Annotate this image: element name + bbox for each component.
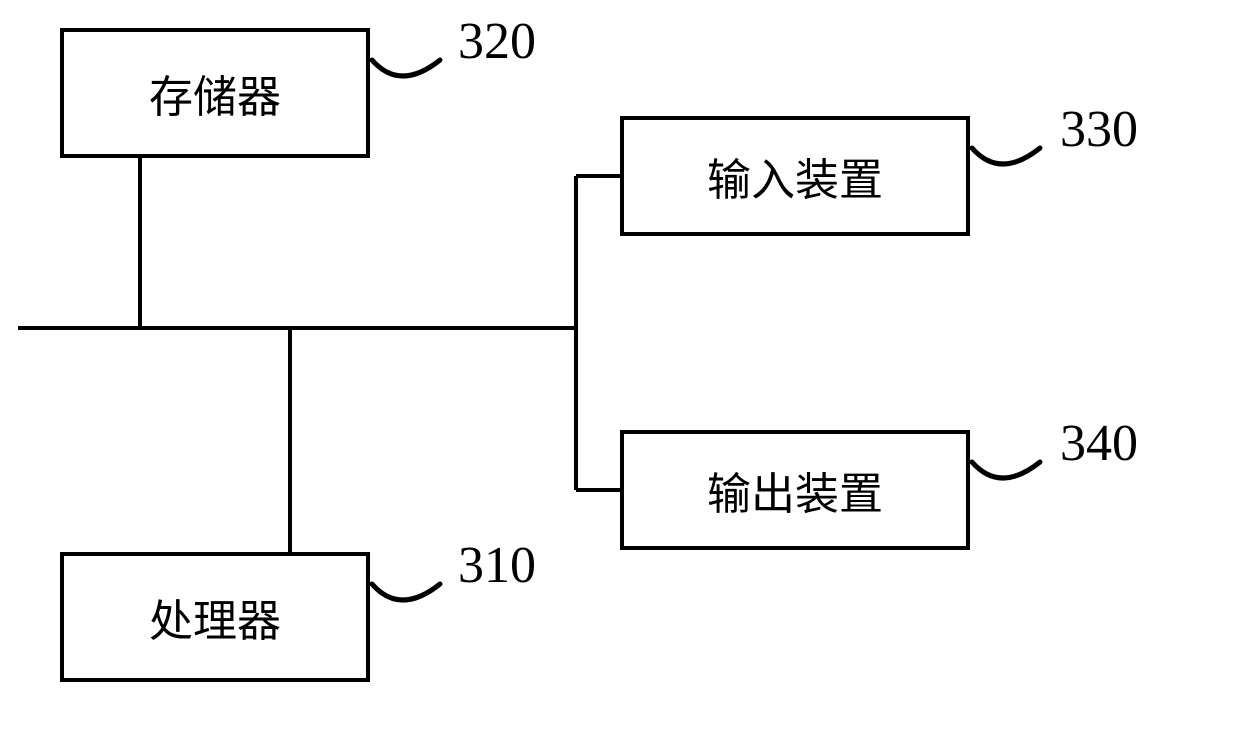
node-output-label: 输出装置 [707,458,883,522]
node-output: 输出装置 [620,430,970,550]
ref-label-memory: 320 [458,12,536,71]
node-processor: 处理器 [60,552,370,682]
ref-label-processor: 310 [458,536,536,595]
node-input: 输入装置 [620,116,970,236]
ref-label-input: 330 [1060,100,1138,159]
node-memory-label: 存储器 [149,61,281,125]
ref-label-output: 340 [1060,414,1138,473]
node-input-label: 输入装置 [707,144,883,208]
node-memory: 存储器 [60,28,370,158]
node-processor-label: 处理器 [149,585,281,649]
diagram-canvas: 存储器 输入装置 输出装置 处理器 320 330 340 310 [0,0,1240,729]
